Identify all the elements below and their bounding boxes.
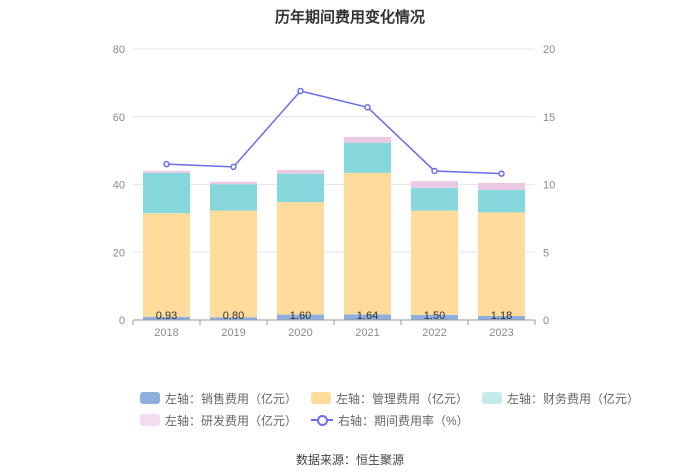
left-axis-tick-label: 60 <box>113 112 125 124</box>
x-axis-tick-label: 2021 <box>355 327 379 339</box>
legend-label-expense-ratio: 右轴：期间费用率（%） <box>338 413 469 428</box>
bar-segment <box>210 184 257 211</box>
line-point <box>431 167 438 175</box>
legend-swatch-finance <box>482 392 503 404</box>
x-axis-tick-label: 2022 <box>422 327 446 339</box>
legend-label-rd: 左轴：研发费用（亿元） <box>165 413 298 428</box>
legend-swatch-sales <box>140 392 160 404</box>
line-point <box>498 170 505 177</box>
bar-segment <box>344 172 391 315</box>
bar-segment <box>478 189 525 213</box>
x-axis-tick-label: 2018 <box>154 327 178 339</box>
legend-swatch-expense-ratio <box>311 414 334 426</box>
bar-segment <box>344 136 391 143</box>
line-series-expense-ratio <box>166 90 502 175</box>
x-axis-tick-label: 2020 <box>288 327 312 339</box>
data-label: 1.60 <box>290 310 311 322</box>
bar-segment <box>277 169 324 174</box>
bar-segment <box>478 182 525 190</box>
legend-item-admin[interactable]: 左轴：管理费用（亿元） <box>311 390 468 407</box>
chart-title: 历年期间费用变化情况 <box>274 9 425 26</box>
bar-segment <box>411 187 458 211</box>
bar-segment <box>411 181 458 188</box>
legend-item-expense-ratio[interactable]: 右轴：期间费用率（%） <box>311 412 469 429</box>
legend-item-finance[interactable]: 左轴：财务费用（亿元） <box>482 390 639 407</box>
data-source: 数据来源：恒生聚源 <box>295 453 404 467</box>
left-axis-tick-label: 40 <box>113 180 125 192</box>
legend-label-admin: 左轴：管理费用（亿元） <box>336 391 469 406</box>
bar-segment <box>478 212 525 317</box>
bar-segment <box>411 314 458 320</box>
right-axis-tick-label: 15 <box>543 112 555 124</box>
legend-item-rd[interactable]: 左轴：研发费用（亿元） <box>140 412 297 429</box>
line-point <box>230 163 237 171</box>
legend-swatch-admin <box>311 392 332 404</box>
x-axis-tick-label: 2019 <box>221 327 245 339</box>
bar-segment <box>143 213 190 317</box>
data-label: 0.93 <box>156 310 177 322</box>
bar-segment <box>210 317 257 320</box>
legend-item-sales[interactable]: 左轴：销售费用（亿元） <box>140 390 297 407</box>
bar-segment <box>143 170 190 173</box>
chart-legend: 左轴：销售费用（亿元） 左轴：管理费用（亿元） 左轴：财务费用（亿元） 左轴：研… <box>140 387 639 431</box>
legend-label-finance: 左轴：财务费用（亿元） <box>507 391 640 406</box>
bar-segment <box>277 173 324 203</box>
right-axis-tick-label: 20 <box>543 44 555 56</box>
bar-segment <box>344 142 391 173</box>
bar-segment <box>344 314 391 320</box>
bar-segment <box>143 316 190 320</box>
left-axis-tick-label: 0 <box>119 315 125 327</box>
bar-segment <box>210 210 257 318</box>
bar-segment <box>210 181 257 185</box>
right-axis-tick-label: 0 <box>543 315 549 327</box>
right-axis-tick-label: 10 <box>543 180 555 192</box>
legend-label-sales: 左轴：销售费用（亿元） <box>165 391 298 406</box>
right-axis-tick-label: 5 <box>543 247 549 259</box>
line-point <box>364 104 371 111</box>
bar-segment <box>143 172 190 214</box>
data-label: 0.80 <box>223 310 244 322</box>
line-point <box>297 87 304 95</box>
x-axis-tick-label: 2023 <box>489 327 513 339</box>
bar-segment <box>478 316 525 320</box>
data-label: 1.18 <box>491 310 512 322</box>
data-label: 1.50 <box>424 310 445 322</box>
legend-swatch-rd <box>140 414 160 426</box>
line-point <box>163 160 170 168</box>
bar-segment <box>277 202 324 315</box>
data-label: 1.64 <box>357 310 378 322</box>
bar-segment <box>411 210 458 315</box>
bar-segment <box>277 314 324 320</box>
left-axis-tick-label: 80 <box>113 44 125 56</box>
left-axis-tick-label: 20 <box>113 247 125 259</box>
